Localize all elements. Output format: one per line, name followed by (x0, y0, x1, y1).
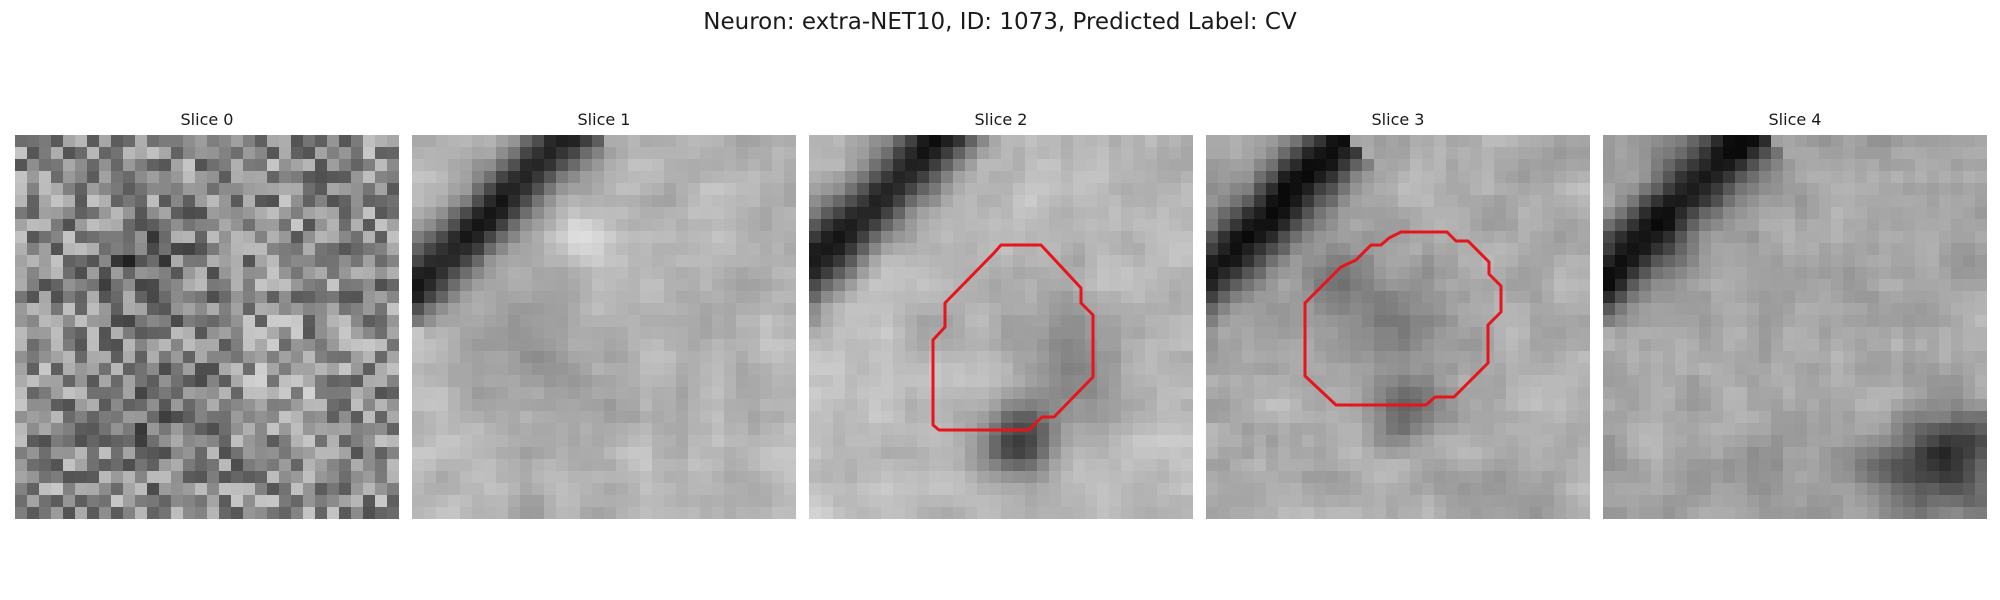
slice-title-2: Slice 2 (974, 110, 1028, 129)
figure-title: Neuron: extra-NET10, ID: 1073, Predicted… (703, 9, 1297, 35)
contour-outline-slice-3 (1303, 230, 1503, 407)
slice-panel-4: Slice 4 (1603, 108, 1987, 519)
slice-image-4 (1603, 135, 1987, 519)
slice-image-1 (412, 135, 796, 519)
slice-panel-3: Slice 3 (1206, 108, 1590, 519)
slice-panel-0: Slice 0 (15, 108, 399, 519)
slice-title-3: Slice 3 (1371, 110, 1425, 129)
slice-panel-1: Slice 1 (412, 108, 796, 519)
slice-1-pixels (412, 135, 796, 519)
slice-title-0: Slice 0 (180, 110, 234, 129)
slice-title-1: Slice 1 (577, 110, 631, 129)
slice-image-2 (809, 135, 1193, 519)
contour-outline-slice-2 (931, 243, 1095, 432)
slice-title-4: Slice 4 (1768, 110, 1822, 129)
slice-3-pixels (1206, 135, 1590, 519)
slice-panel-2: Slice 2 (809, 108, 1193, 519)
slice-image-3 (1206, 135, 1590, 519)
slice-0-pixels (15, 135, 399, 519)
slice-image-0 (15, 135, 399, 519)
slice-2-pixels (809, 135, 1193, 519)
slice-4-pixels (1603, 135, 1987, 519)
